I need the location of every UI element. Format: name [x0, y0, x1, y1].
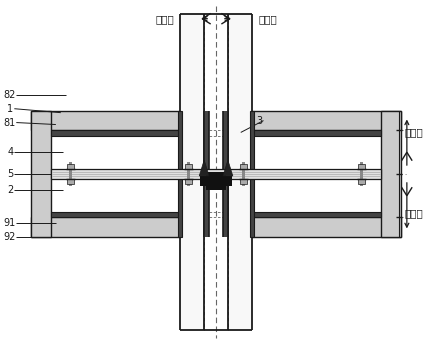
- Bar: [240, 164, 247, 169]
- Bar: [381, 111, 401, 237]
- Text: 2: 2: [7, 185, 13, 195]
- Bar: [359, 162, 363, 186]
- Bar: [185, 179, 192, 184]
- Polygon shape: [223, 160, 233, 176]
- Bar: [181, 14, 204, 330]
- Text: 3: 3: [256, 116, 262, 126]
- Text: 4: 4: [7, 147, 13, 157]
- Text: 92: 92: [3, 232, 15, 242]
- Bar: [252, 212, 381, 218]
- Bar: [252, 130, 381, 136]
- Bar: [206, 172, 226, 190]
- Text: 5: 5: [7, 169, 13, 179]
- Text: 左模块: 左模块: [155, 14, 174, 24]
- Bar: [69, 162, 72, 186]
- Bar: [51, 169, 381, 179]
- Bar: [242, 162, 246, 186]
- Polygon shape: [199, 160, 209, 176]
- Bar: [250, 111, 254, 237]
- Bar: [223, 111, 228, 237]
- Text: 上模块: 上模块: [404, 128, 423, 137]
- Bar: [252, 218, 401, 237]
- Bar: [240, 179, 247, 184]
- Bar: [67, 179, 74, 184]
- Bar: [185, 164, 192, 169]
- Bar: [200, 176, 208, 186]
- Bar: [228, 14, 252, 330]
- Text: 下模块: 下模块: [404, 209, 423, 219]
- Bar: [204, 111, 209, 237]
- Bar: [252, 111, 401, 130]
- Bar: [51, 130, 181, 136]
- Bar: [51, 212, 181, 218]
- Text: 右模块: 右模块: [258, 14, 277, 24]
- Text: 82: 82: [3, 90, 15, 100]
- Bar: [358, 179, 365, 184]
- Bar: [67, 164, 74, 169]
- Bar: [31, 111, 51, 237]
- Bar: [224, 176, 232, 186]
- Text: 81: 81: [3, 118, 15, 128]
- Text: 91: 91: [3, 219, 15, 228]
- Bar: [178, 111, 182, 237]
- Bar: [31, 111, 181, 130]
- Bar: [358, 164, 365, 169]
- Bar: [187, 162, 190, 186]
- Bar: [31, 218, 181, 237]
- Text: 1: 1: [7, 104, 13, 114]
